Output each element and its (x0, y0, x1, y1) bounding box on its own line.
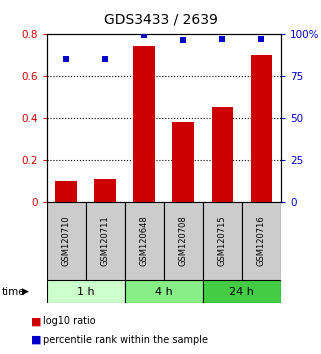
Bar (55, 181, 77, 202)
Bar (164, 202, 203, 280)
Text: time: time (2, 286, 25, 297)
Bar (203, 202, 242, 280)
Text: ■: ■ (30, 316, 41, 326)
Point (220, 36, 225, 41)
Bar (212, 107, 233, 202)
Point (142, 33, 147, 38)
Bar (242, 202, 281, 280)
Text: GSM120708: GSM120708 (179, 215, 188, 266)
Bar (47, 280, 125, 303)
Bar (94, 179, 116, 202)
Text: 24 h: 24 h (230, 286, 254, 297)
Text: 4 h: 4 h (155, 286, 173, 297)
Point (102, 56, 108, 62)
Text: GSM120716: GSM120716 (257, 215, 266, 266)
Bar (134, 46, 155, 202)
Text: log10 ratio: log10 ratio (43, 316, 96, 326)
Text: GSM120710: GSM120710 (62, 215, 71, 266)
Bar (203, 280, 281, 303)
Text: GSM120711: GSM120711 (100, 215, 110, 266)
Text: ■: ■ (30, 335, 41, 345)
Bar (251, 55, 272, 202)
Text: GSM120648: GSM120648 (140, 215, 149, 266)
Bar (86, 202, 125, 280)
Text: GDS3433 / 2639: GDS3433 / 2639 (104, 12, 217, 27)
Text: GSM120715: GSM120715 (218, 215, 227, 266)
Point (259, 36, 264, 41)
Bar (47, 202, 86, 280)
Text: 1 h: 1 h (77, 286, 94, 297)
Bar (125, 280, 203, 303)
Text: ▶: ▶ (22, 287, 29, 296)
Text: percentile rank within the sample: percentile rank within the sample (43, 335, 208, 345)
Bar (172, 122, 194, 202)
Point (64, 56, 69, 62)
Point (181, 38, 186, 43)
Bar (125, 202, 164, 280)
